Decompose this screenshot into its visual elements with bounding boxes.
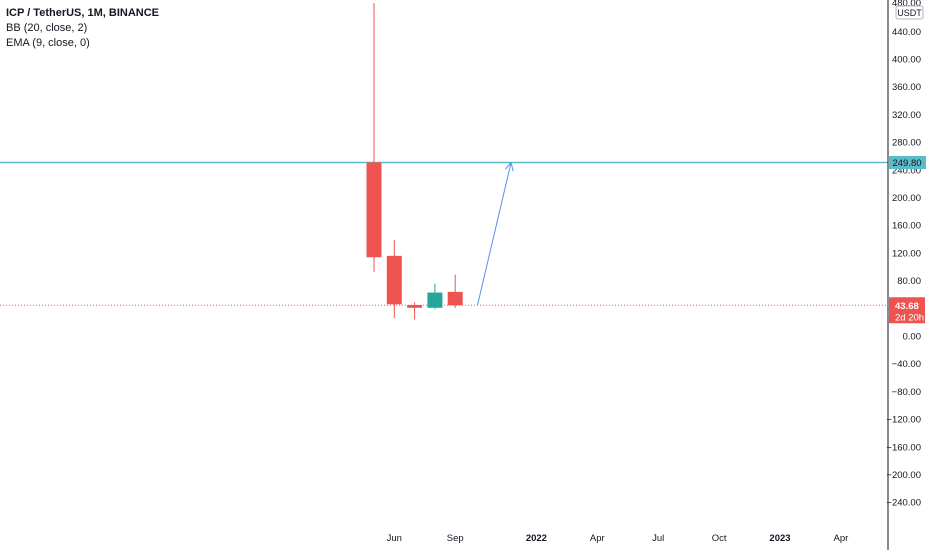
- time-tick-label: Sep: [447, 533, 464, 544]
- price-tick-label: 440.00: [892, 27, 921, 38]
- chart-legend: ICP / TetherUS, 1M, BINANCE BB (20, clos…: [6, 6, 159, 51]
- last-price-tag: [889, 297, 925, 324]
- price-tick-label: −120.00: [886, 415, 921, 426]
- time-tick-label: Oct: [712, 533, 727, 544]
- price-tick-label: −160.00: [886, 442, 921, 453]
- price-tick-label: 320.00: [892, 110, 921, 121]
- candles-layer: [366, 3, 463, 320]
- price-tick-label: 360.00: [892, 82, 921, 93]
- horizontal-line-layer: [0, 161, 888, 306]
- ema-indicator-label[interactable]: EMA (9, close, 0): [6, 37, 90, 49]
- time-tick-label: Apr: [834, 533, 849, 544]
- candle-body[interactable]: [366, 162, 382, 258]
- price-tick-label: −200.00: [886, 470, 921, 481]
- price-tick-label: 160.00: [892, 221, 921, 232]
- currency-badge[interactable]: [895, 5, 924, 20]
- arrow-head-stroke: [505, 162, 512, 170]
- time-tick-label: Jul: [652, 533, 664, 544]
- last-price-label: 43.68: [895, 301, 919, 312]
- level-price-tag: [889, 156, 926, 170]
- candle-body[interactable]: [427, 292, 443, 308]
- candle-body[interactable]: [407, 305, 423, 308]
- time-tick-label: Apr: [590, 533, 605, 544]
- currency-label: USDT: [897, 8, 922, 18]
- arrow-head-stroke: [510, 162, 514, 172]
- price-tick-label: 80.00: [897, 276, 921, 287]
- price-tick-label: −240.00: [886, 498, 921, 509]
- countdown-label: 2d 20h: [895, 312, 924, 323]
- projection-arrow-layer: [477, 162, 514, 306]
- candle-body[interactable]: [447, 291, 463, 306]
- price-tick-label: 240.00: [892, 165, 921, 176]
- price-tick-label: 200.00: [892, 193, 921, 204]
- price-tick-label: −40.00: [892, 359, 921, 370]
- time-tick-label: 2023: [769, 533, 790, 544]
- bb-indicator-label[interactable]: BB (20, close, 2): [6, 22, 88, 34]
- price-tick-label: 480.00: [892, 0, 921, 9]
- price-tick-label: −80.00: [892, 387, 921, 398]
- price-tick-label: 0.00: [903, 332, 922, 343]
- time-tick-label: Jun: [387, 533, 402, 544]
- level-price-label: 249.80: [892, 158, 921, 169]
- price-tick-label: 120.00: [892, 248, 921, 259]
- symbol-title[interactable]: ICP / TetherUS, 1M, BINANCE: [6, 7, 160, 19]
- price-tick-label: 400.00: [892, 55, 921, 66]
- candle-body[interactable]: [386, 255, 402, 305]
- time-axis-layer: Jun Sep 2022 Apr Jul Oct 2023 Apr: [387, 533, 849, 544]
- time-tick-label: 2022: [526, 533, 547, 544]
- projection-arrow[interactable]: [477, 162, 512, 306]
- price-axis-layer: 440.00 400.00 360.00 320.00 280.00 240.00 200.…: [886, 0, 926, 550]
- price-tick-label: 280.00: [892, 138, 921, 149]
